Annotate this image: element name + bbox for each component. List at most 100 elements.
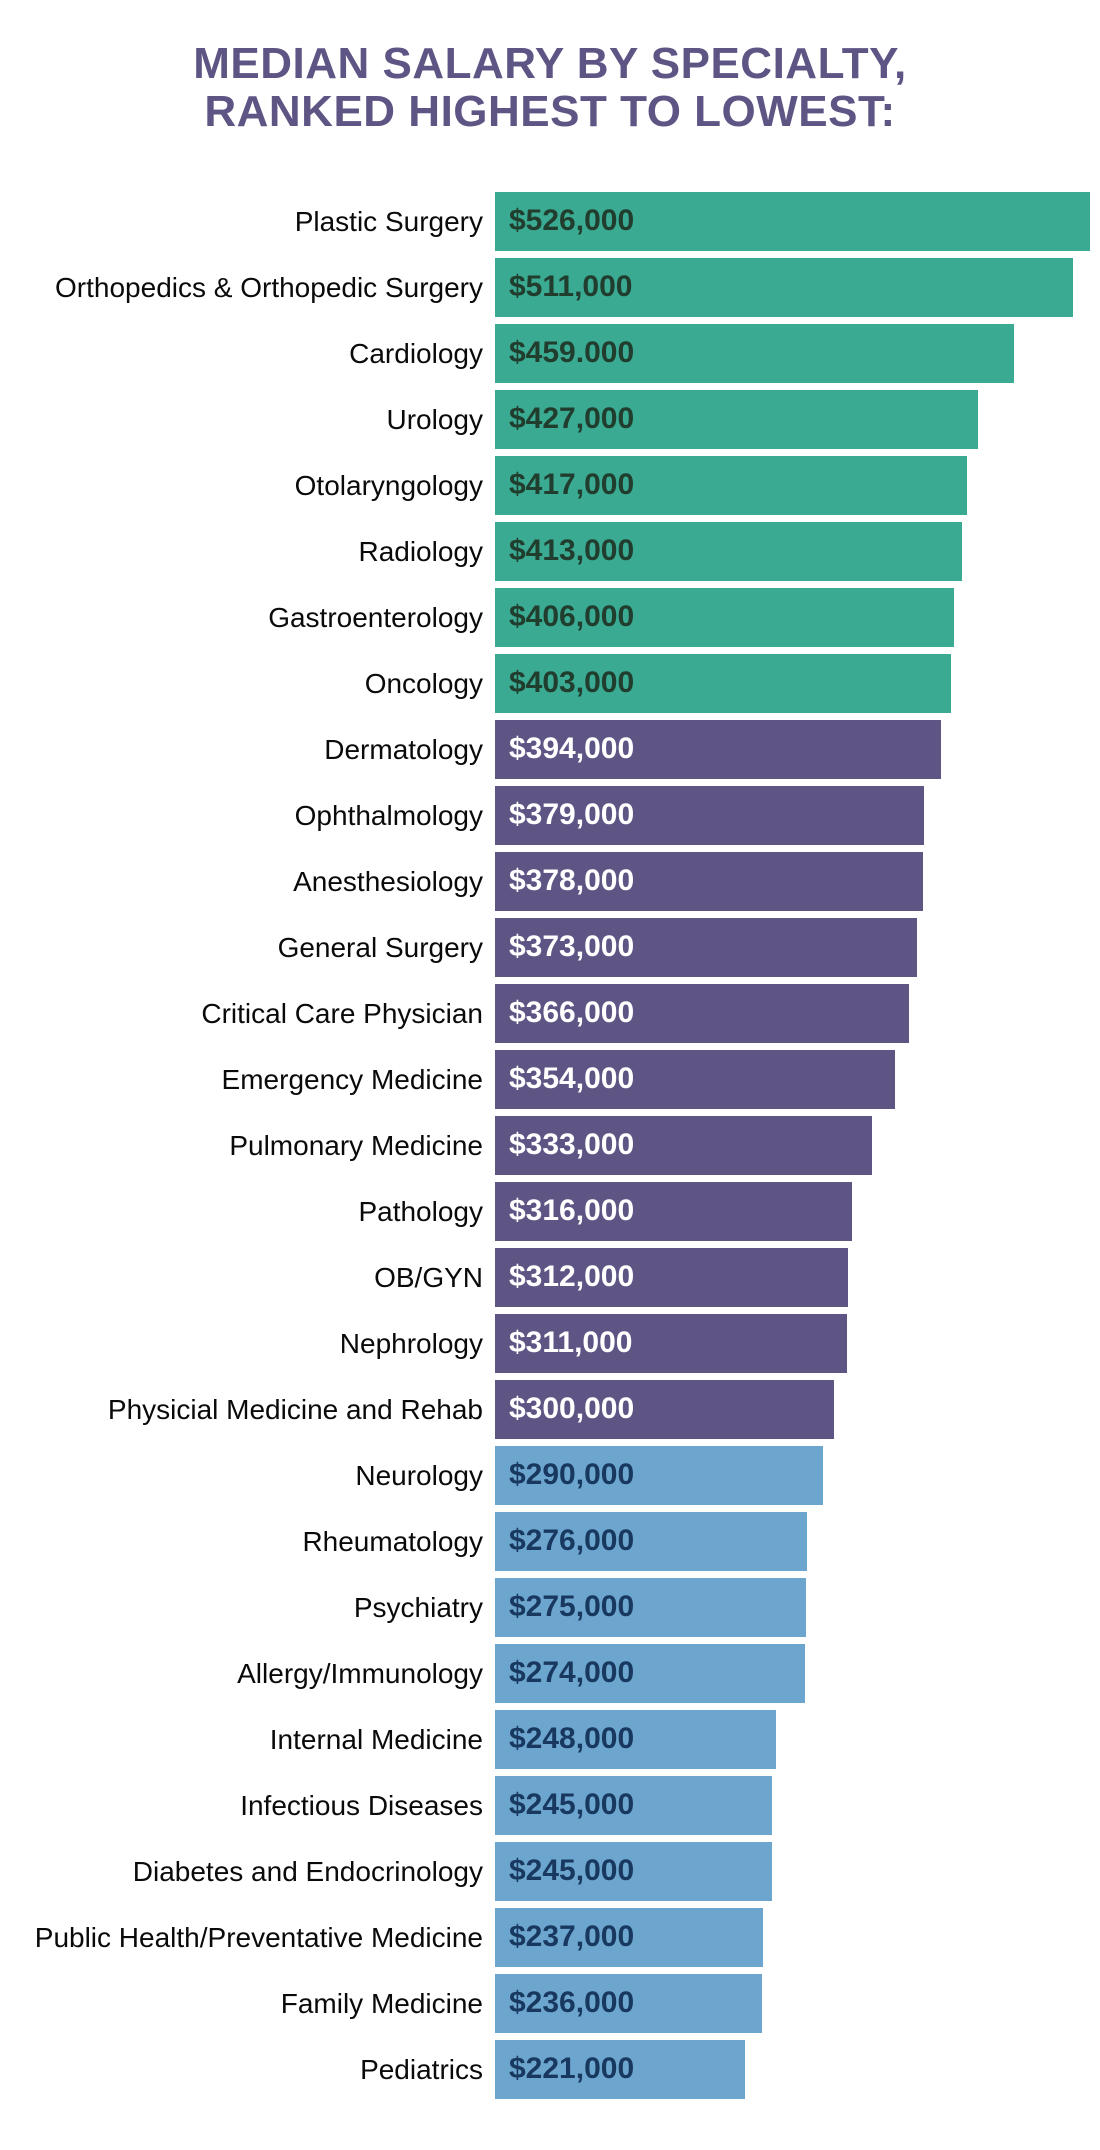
bar-label: Anesthesiology	[20, 852, 495, 911]
bar: $237,000	[495, 1908, 763, 1967]
bar-area: $290,000	[495, 1446, 1080, 1505]
bar-value: $312,000	[509, 1260, 634, 1294]
bar: $274,000	[495, 1644, 805, 1703]
bar: $354,000	[495, 1050, 895, 1109]
bar: $459.000	[495, 324, 1014, 383]
bar-label: Public Health/Preventative Medicine	[20, 1908, 495, 1967]
bar-label: Dermatology	[20, 720, 495, 779]
bar-row: Otolaryngology$417,000	[20, 456, 1080, 515]
bar: $275,000	[495, 1578, 806, 1637]
bar-area: $300,000	[495, 1380, 1080, 1439]
bar: $221,000	[495, 2040, 745, 2099]
bar-area: $526,000	[495, 192, 1080, 251]
bar-value: $373,000	[509, 930, 634, 964]
bar: $333,000	[495, 1116, 872, 1175]
bar-value: $417,000	[509, 468, 634, 502]
bar-row: Psychiatry$275,000	[20, 1578, 1080, 1637]
bar-label: Pulmonary Medicine	[20, 1116, 495, 1175]
bar-area: $221,000	[495, 2040, 1080, 2099]
bar-value: $403,000	[509, 666, 634, 700]
bar-label: General Surgery	[20, 918, 495, 977]
bar-value: $248,000	[509, 1722, 634, 1756]
bar: $526,000	[495, 192, 1090, 251]
bar-label: Internal Medicine	[20, 1710, 495, 1769]
bar-row: Pulmonary Medicine $333,000	[20, 1116, 1080, 1175]
bar-area: $427,000	[495, 390, 1080, 449]
bar-area: $274,000	[495, 1644, 1080, 1703]
bar-value: $276,000	[509, 1524, 634, 1558]
bar-label: Cardiology	[20, 324, 495, 383]
bar-area: $275,000	[495, 1578, 1080, 1637]
bar: $417,000	[495, 456, 967, 515]
bar-label: OB/GYN	[20, 1248, 495, 1307]
bar-row: Family Medicine$236,000	[20, 1974, 1080, 2033]
bar-row: OB/GYN $312,000	[20, 1248, 1080, 1307]
bar-area: $276,000	[495, 1512, 1080, 1571]
bar: $406,000	[495, 588, 954, 647]
bar-value: $274,000	[509, 1656, 634, 1690]
salary-bar-chart: MEDIAN SALARY BY SPECIALTY, RANKED HIGHE…	[0, 0, 1100, 2106]
bar-value: $237,000	[509, 1920, 634, 1954]
bar-value: $221,000	[509, 2052, 634, 2086]
bar: $245,000	[495, 1842, 772, 1901]
bar-row: Allergy/Immunology$274,000	[20, 1644, 1080, 1703]
bar-value: $333,000	[509, 1128, 634, 1162]
bar-row: Dermatology $394,000	[20, 720, 1080, 779]
bar: $394,000	[495, 720, 941, 779]
bar-row: Oncology$403,000	[20, 654, 1080, 713]
bar-row: Diabetes and Endocrinology $245,000	[20, 1842, 1080, 1901]
bar-value: $366,000	[509, 996, 634, 1030]
bar-row: Plastic Surgery$526,000	[20, 192, 1080, 251]
bar-value: $378,000	[509, 864, 634, 898]
bar-label: Plastic Surgery	[20, 192, 495, 251]
bar-value: $236,000	[509, 1986, 634, 2020]
bar-value: $394,000	[509, 732, 634, 766]
bar-label: Ophthalmology	[20, 786, 495, 845]
bar-area: $311,000	[495, 1314, 1080, 1373]
bar-label: Critical Care Physician	[20, 984, 495, 1043]
bar-area: $417,000	[495, 456, 1080, 515]
bar-row: Public Health/Preventative Medicine $237,…	[20, 1908, 1080, 1967]
bar-area: $406,000	[495, 588, 1080, 647]
bar-row: Nephrology$311,000	[20, 1314, 1080, 1373]
chart-title: MEDIAN SALARY BY SPECIALTY, RANKED HIGHE…	[20, 40, 1080, 137]
bar-row: Anesthesiology $378,000	[20, 852, 1080, 911]
bar-area: $245,000	[495, 1776, 1080, 1835]
chart-title-line1: MEDIAN SALARY BY SPECIALTY,	[193, 39, 907, 88]
bar-value: $354,000	[509, 1062, 634, 1096]
bar-label: Pediatrics	[20, 2040, 495, 2099]
bar-label: Diabetes and Endocrinology	[20, 1842, 495, 1901]
bar-label: Urology	[20, 390, 495, 449]
bar-value: $245,000	[509, 1788, 634, 1822]
bar-row: Orthopedics & Orthopedic Surgery$511,000	[20, 258, 1080, 317]
bar: $276,000	[495, 1512, 807, 1571]
bar-row: Internal Medicine $248,000	[20, 1710, 1080, 1769]
bar-row: Ophthalmology$379,000	[20, 786, 1080, 845]
bar: $316,000	[495, 1182, 852, 1241]
bar-value: $245,000	[509, 1854, 634, 1888]
bar-label: Radiology	[20, 522, 495, 581]
bar: $378,000	[495, 852, 923, 911]
bar-row: Critical Care Physician $366,000	[20, 984, 1080, 1043]
bar-value: $511,000	[509, 270, 632, 304]
bar-row: Cardiology $459.000	[20, 324, 1080, 383]
bar-row: Emergency Medicine$354,000	[20, 1050, 1080, 1109]
bar-row: Infectious Diseases$245,000	[20, 1776, 1080, 1835]
bar-area: $245,000	[495, 1842, 1080, 1901]
bar-row: Pathology$316,000	[20, 1182, 1080, 1241]
bar-area: $354,000	[495, 1050, 1080, 1109]
bar-area: $511,000	[495, 258, 1080, 317]
bar: $511,000	[495, 258, 1073, 317]
bar: $245,000	[495, 1776, 772, 1835]
bar-area: $316,000	[495, 1182, 1080, 1241]
bar-value: $300,000	[509, 1392, 634, 1426]
bar-area: $236,000	[495, 1974, 1080, 2033]
bar: $236,000	[495, 1974, 762, 2033]
bar-area: $413,000	[495, 522, 1080, 581]
bar-area: $459.000	[495, 324, 1080, 383]
bar-value: $459.000	[509, 336, 634, 370]
bar: $300,000	[495, 1380, 834, 1439]
bar-row: General Surgery $373,000	[20, 918, 1080, 977]
bar-value: $316,000	[509, 1194, 634, 1228]
bar-value: $427,000	[509, 402, 634, 436]
